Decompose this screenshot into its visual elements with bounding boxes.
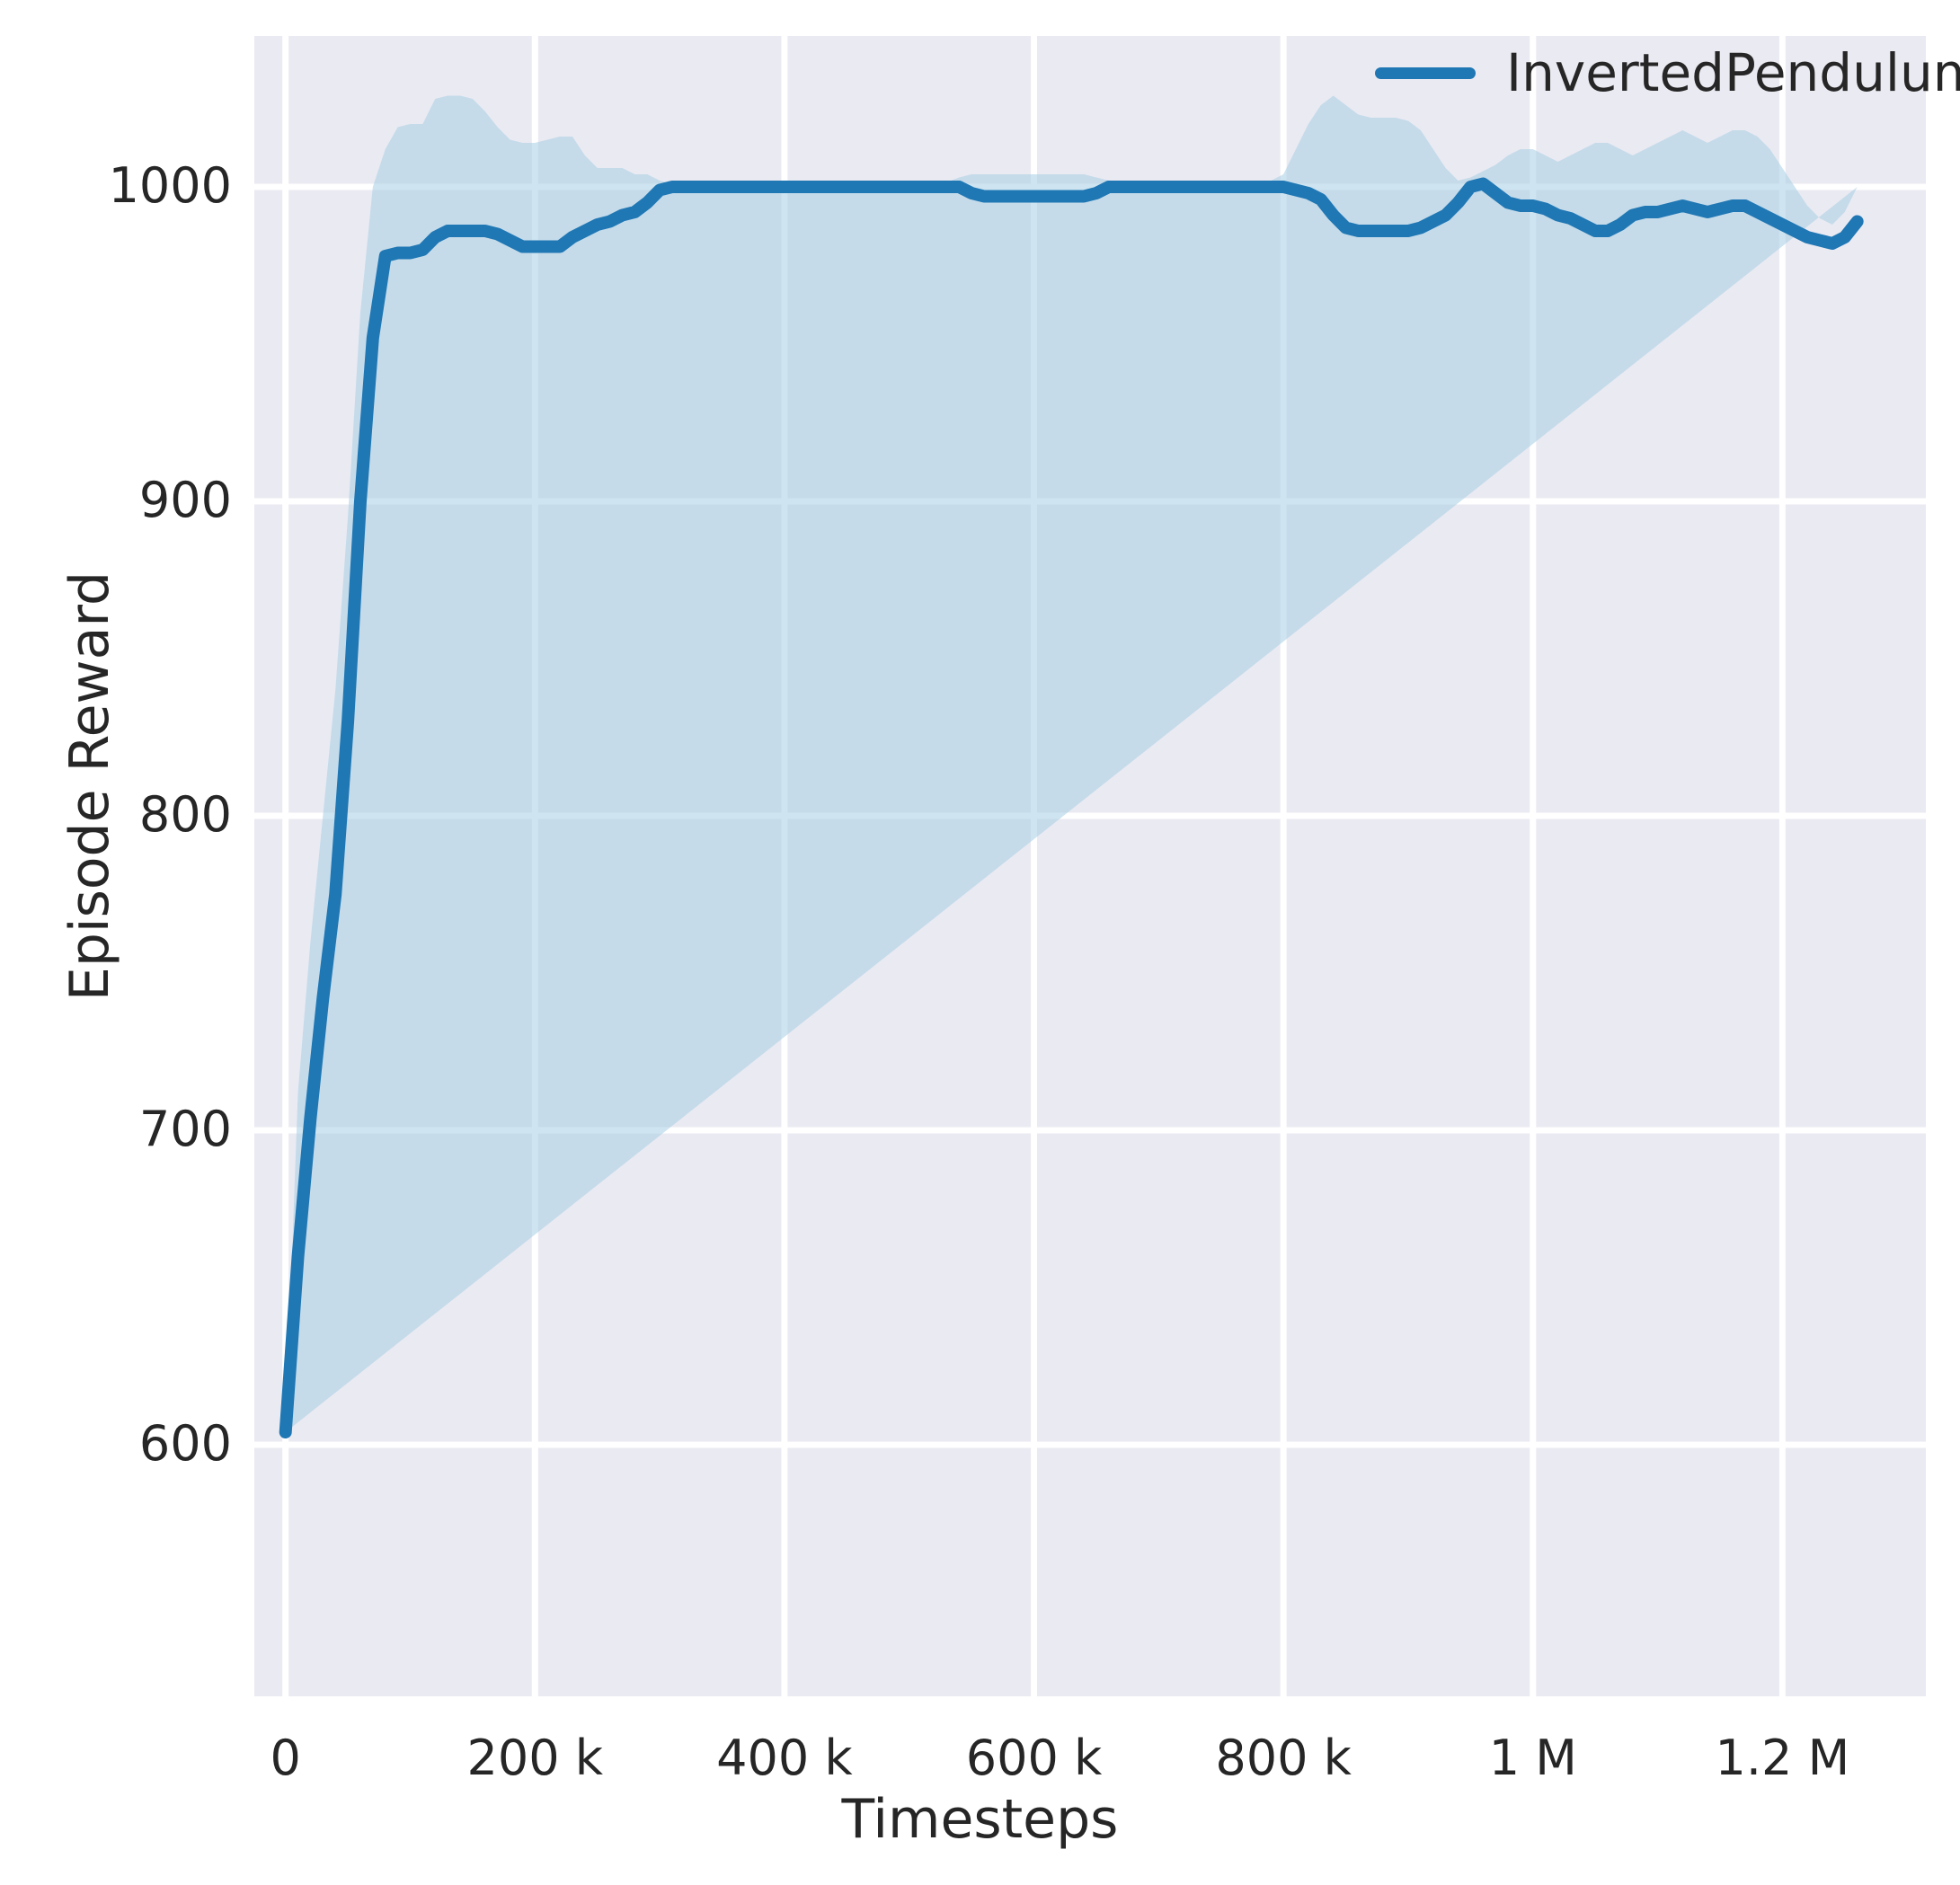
series-layer	[254, 95, 1926, 1696]
legend[interactable]: InvertedPendulum_v2_td3 (10)	[1375, 47, 1960, 99]
x-tick-label: 0	[270, 1730, 301, 1786]
x-tick-label: 600 k	[965, 1730, 1103, 1786]
x-tick-label: 400 k	[716, 1730, 853, 1786]
x-tick-label: 800 k	[1215, 1730, 1352, 1786]
y-tick-label: 700	[138, 1101, 232, 1157]
y-tick-label: 900	[138, 472, 232, 528]
x-tick-label: 1 M	[1488, 1730, 1577, 1786]
x-axis-title: Timesteps	[841, 1788, 1119, 1851]
y-tick-label: 1000	[108, 157, 232, 214]
legend-entry-label: InvertedPendulum_v2_td3 (10)	[1506, 42, 1960, 103]
y-tick-label: 600	[138, 1415, 232, 1472]
y-tick-label: 800	[138, 786, 232, 843]
plot-area	[254, 36, 1926, 1696]
y-axis-title: Episode Reward	[58, 571, 121, 1002]
x-tick-label: 200 k	[466, 1730, 604, 1786]
x-tick-label: 1.2 M	[1715, 1730, 1850, 1786]
legend-line-swatch	[1375, 66, 1476, 79]
